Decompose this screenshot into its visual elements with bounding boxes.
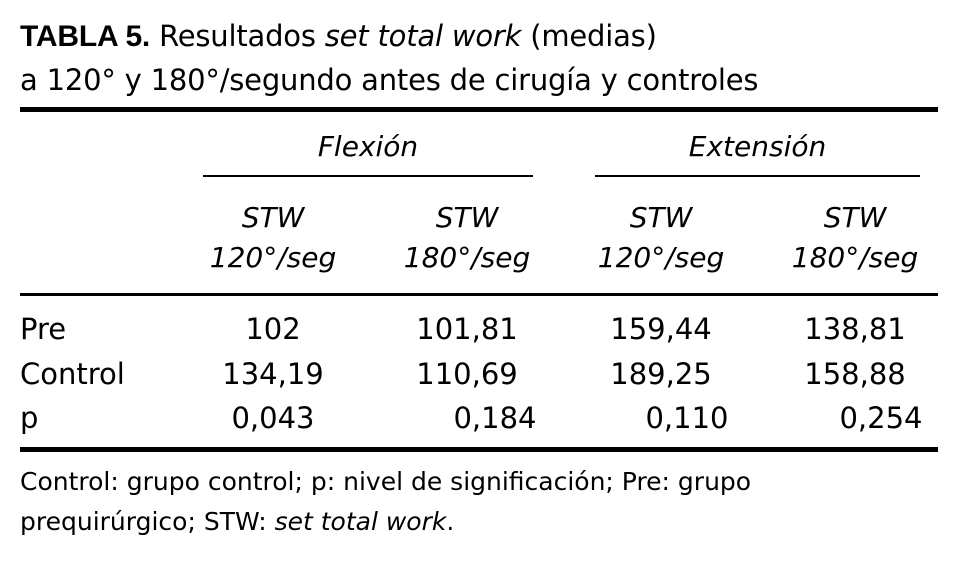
row-label-control: Control (20, 357, 125, 391)
column-header-4-line2: 180°/seg (791, 241, 919, 274)
row-label-p: p (20, 401, 39, 435)
column-header-4: STW 180°/seg (780, 198, 930, 278)
cell-control-flex-180: 110,69 (416, 357, 518, 391)
table-title: TABLA 5. Resultados set total work (medi… (20, 16, 657, 57)
cell-p-flex-120: 0,043 (231, 401, 315, 435)
cell-pre-flex-180: 101,81 (416, 312, 518, 346)
cell-control-ext-180: 158,88 (804, 357, 906, 391)
column-header-2-line2: 180°/seg (403, 241, 531, 274)
extension-group-rule (595, 175, 920, 177)
top-rule (20, 107, 938, 112)
title-text-end: (medias) (521, 19, 657, 53)
footnote-line2: prequirúrgico; STW: set total work. (20, 502, 940, 542)
footnote-line2-end: . (446, 507, 455, 536)
footnote-line1: Control: grupo control; p: nivel de sign… (20, 467, 752, 496)
cell-control-flex-120: 134,19 (222, 357, 324, 391)
cell-control-ext-120: 189,25 (610, 357, 712, 391)
column-header-1-line2: 120°/seg (209, 241, 337, 274)
column-header-1-line1: STW (241, 201, 305, 234)
column-header-3-line1: STW (629, 201, 693, 234)
cell-p-ext-120: 0,110 (645, 401, 729, 435)
row-label-pre: Pre (20, 312, 67, 346)
footnote-line2-italic: set total work (274, 507, 447, 536)
table-number: TABLA 5. (20, 20, 151, 53)
cell-p-flex-180: 0,184 (453, 401, 537, 435)
footnote-line2-text: prequirúrgico; STW: (20, 507, 275, 536)
column-header-2: STW 180°/seg (392, 198, 542, 278)
group-header-extension: Extensión (688, 130, 827, 163)
column-header-3-line2: 120°/seg (597, 241, 725, 274)
cell-pre-ext-120: 159,44 (610, 312, 712, 346)
bottom-rule (20, 447, 938, 452)
cell-pre-flex-120: 102 (245, 312, 301, 346)
column-header-4-line1: STW (823, 201, 887, 234)
title-text-start: Resultados (159, 19, 325, 53)
cell-p-ext-180: 0,254 (839, 401, 923, 435)
flexion-group-rule (203, 175, 533, 177)
column-header-1: STW 120°/seg (198, 198, 348, 278)
title-text-italic: set total work (324, 19, 522, 53)
column-header-2-line1: STW (435, 201, 499, 234)
header-rule (20, 293, 938, 296)
cell-pre-ext-180: 138,81 (804, 312, 906, 346)
table-title-line2: a 120° y 180°/segundo antes de cirugía y… (20, 63, 759, 97)
group-header-flexion: Flexión (317, 130, 419, 163)
column-header-3: STW 120°/seg (586, 198, 736, 278)
